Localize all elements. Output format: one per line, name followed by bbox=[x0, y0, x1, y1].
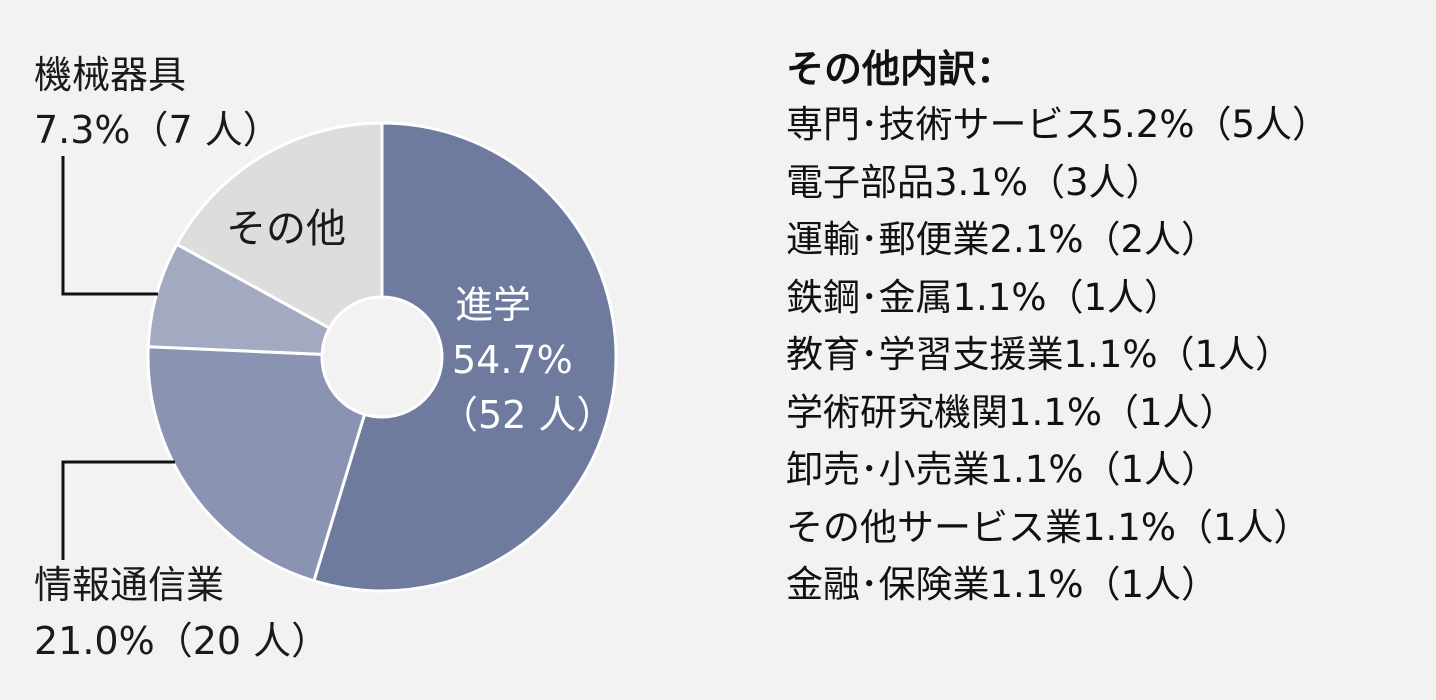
breakdown-item: 金融･保険業1.1%（1人） bbox=[786, 563, 1219, 606]
breakdown-item: 運輸･郵便業2.1%（2人） bbox=[786, 218, 1219, 261]
slice-percent-kikai: 7.3%（7 人） bbox=[34, 108, 281, 152]
breakdown-item: 卸売･小売業1.1%（1人） bbox=[786, 448, 1219, 491]
breakdown-item: 電子部品3.1%（3人） bbox=[786, 160, 1163, 204]
slice-label-shingaku: 進学 bbox=[455, 283, 531, 327]
breakdown-item: 教育･学習支援業1.1%（1人） bbox=[786, 333, 1293, 376]
slice-joho bbox=[146, 345, 367, 583]
slice-percent-joho: 21.0%（20 人） bbox=[34, 619, 329, 663]
leader-line-joho bbox=[61, 460, 175, 560]
breakdown-item: 鉄鋼･金属1.1%（1人） bbox=[786, 275, 1182, 319]
slice-percent-shingaku: 54.7% bbox=[452, 338, 573, 382]
other-breakdown-panel: その他内訳： 専門･技術サービス5.2%（5人） 電子部品3.1%（3人） 運輸… bbox=[786, 42, 1426, 614]
slice-label-joho: 情報通信業 bbox=[34, 563, 224, 607]
slice-count-shingaku: （52 人） bbox=[440, 393, 614, 437]
slice-label-other: その他 bbox=[226, 206, 346, 252]
donut-slices bbox=[146, 121, 618, 593]
slice-other bbox=[174, 121, 384, 331]
slice-shingaku bbox=[312, 121, 618, 593]
donut-chart: 進学 54.7% （52 人） その他 機械器具 7.3%（7 人） 情報通信業… bbox=[34, 53, 618, 663]
leader-line-kikai bbox=[61, 156, 158, 296]
breakdown-item: 学術研究機関1.1%（1人） bbox=[786, 390, 1237, 434]
breakdown-item: その他サービス業1.1%（1人） bbox=[786, 505, 1311, 549]
slice-label-kikai: 機械器具 bbox=[34, 53, 186, 97]
breakdown-list: 専門･技術サービス5.2%（5人） 電子部品3.1%（3人） 運輸･郵便業2.1… bbox=[786, 96, 1426, 614]
breakdown-item: 専門･技術サービス5.2%（5人） bbox=[786, 103, 1330, 146]
breakdown-title: その他内訳： bbox=[786, 47, 1015, 91]
